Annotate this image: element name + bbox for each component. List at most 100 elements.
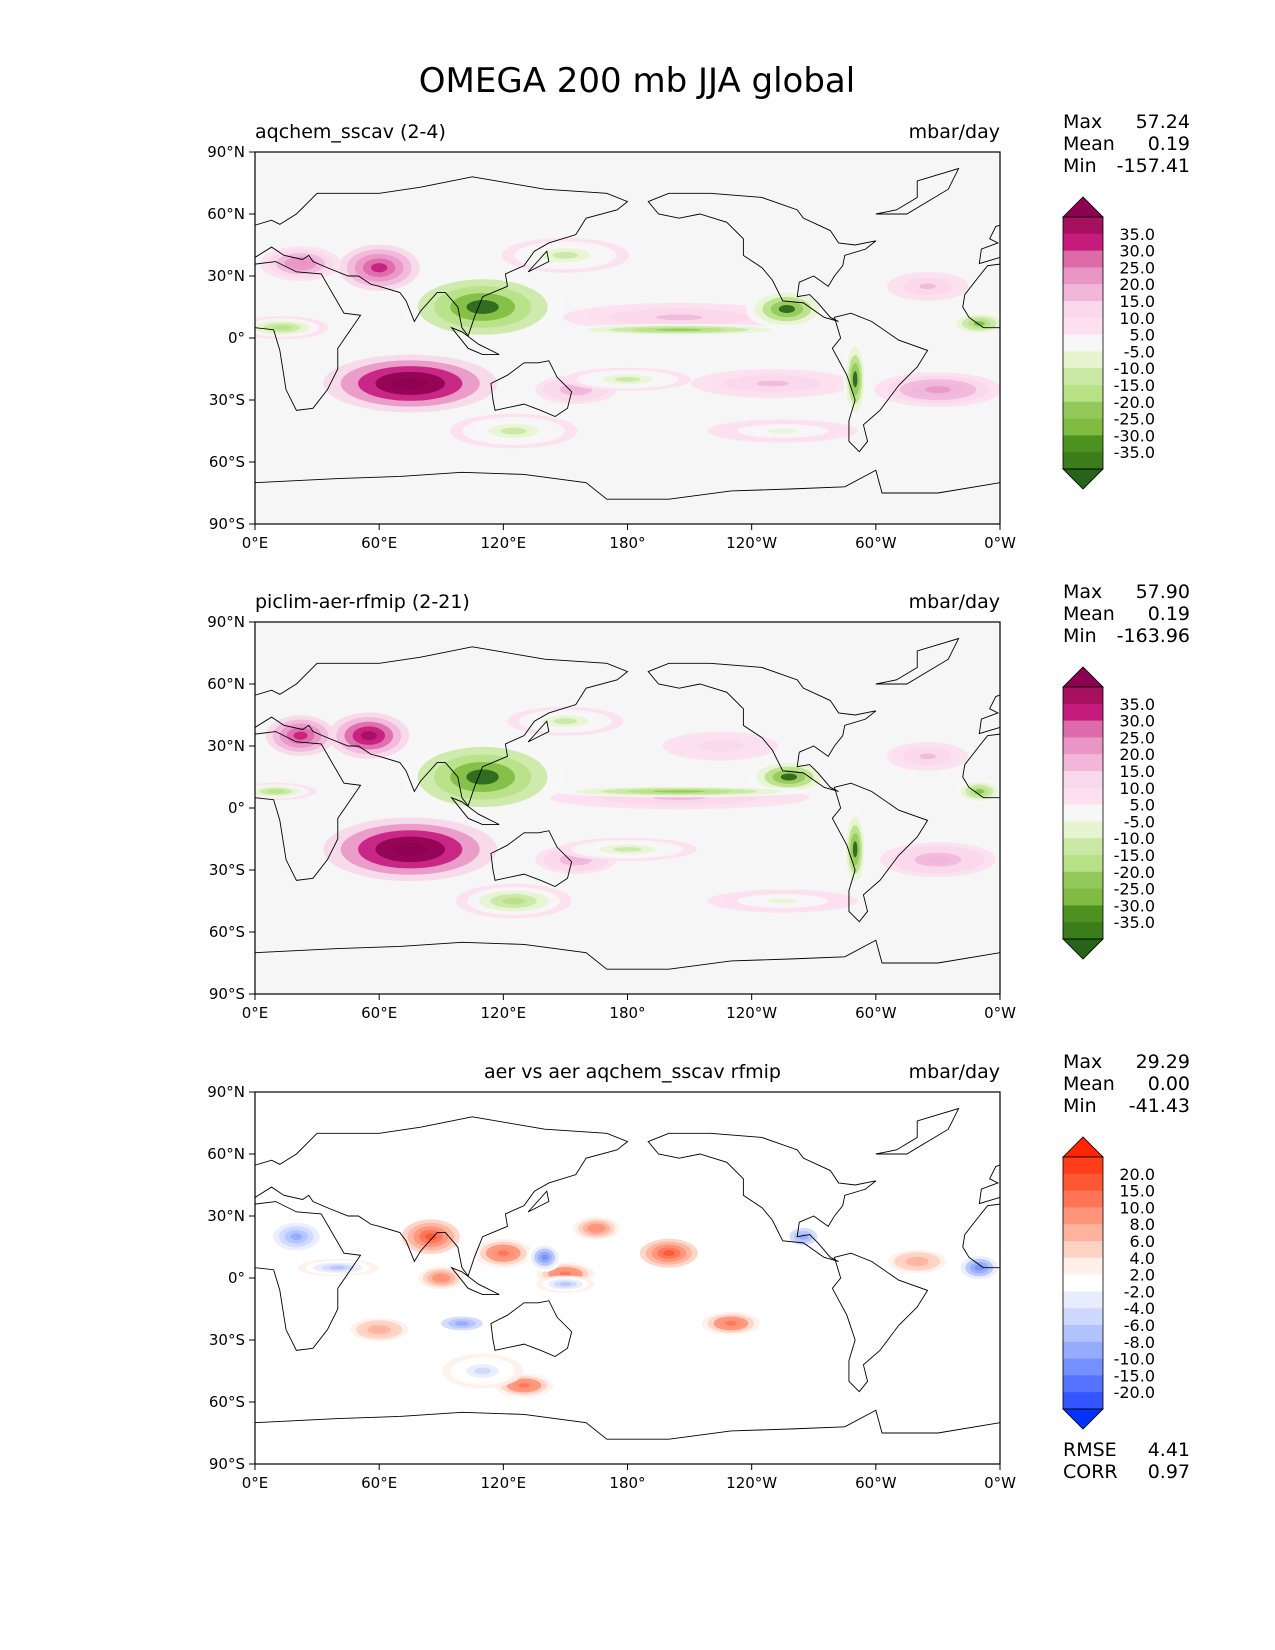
- panel-title: aqchem_sscav (2-4): [255, 121, 446, 143]
- data-blob-18: [767, 898, 798, 904]
- coastline-3: [490, 830, 573, 888]
- x-tick-label: 120°E: [481, 1474, 527, 1492]
- coastline-1: [255, 261, 362, 411]
- x-tick-label: 180°: [609, 1474, 645, 1492]
- colorbar-label: 6.0: [1130, 1232, 1155, 1251]
- coastline-1: [962, 1203, 1000, 1269]
- stat-value-max: 57.90: [1136, 581, 1190, 603]
- colorbar-frame: [1062, 216, 1104, 470]
- x-tick-label: 120°E: [481, 534, 527, 552]
- colorbar-label: -15.0: [1114, 376, 1155, 395]
- x-tick-label: 60°W: [855, 1474, 897, 1492]
- data-blob-6: [518, 1383, 530, 1388]
- colorbar-label: 35.0: [1119, 695, 1155, 714]
- colorbar-swatch: [1063, 855, 1103, 873]
- colorbar-label: 30.0: [1119, 242, 1155, 261]
- x-tick-label: 60°E: [361, 1004, 397, 1022]
- colorbar-label: 8.0: [1130, 1215, 1155, 1234]
- y-tick-label: 60°S: [209, 453, 245, 471]
- data-field: [255, 237, 1000, 449]
- colorbar-swatch: [1063, 703, 1103, 722]
- colorbar-swatch: [1063, 1308, 1103, 1326]
- coastline-4: [647, 1132, 877, 1262]
- y-tick-label: 60°N: [207, 675, 245, 693]
- data-blob-15: [272, 325, 292, 330]
- coastlines: [255, 637, 1000, 970]
- data-blob-7: [709, 743, 733, 749]
- colorbar-label: 4.0: [1130, 1249, 1155, 1268]
- x-tick-label: 120°W: [726, 1004, 777, 1022]
- colorbar-bottom-arrow: [1062, 1408, 1104, 1430]
- coastline-3: [490, 1300, 573, 1358]
- data-blob-2: [497, 1250, 510, 1257]
- data-blob-6: [919, 753, 936, 760]
- x-tick-label: 120°W: [726, 534, 777, 552]
- data-blob-2: [371, 263, 388, 273]
- colorbar-swatch: [1063, 317, 1103, 336]
- data-blob-3: [559, 1271, 572, 1277]
- colorbar-swatch: [1063, 838, 1103, 856]
- rmse-value: 4.41: [1148, 1439, 1190, 1461]
- data-blob-1: [392, 842, 428, 856]
- y-tick-label: 90°S: [209, 1455, 245, 1473]
- colorbar-swatch: [1063, 217, 1103, 235]
- x-tick-label: 180°: [609, 1004, 645, 1022]
- stat-label-min: Min: [1063, 155, 1097, 177]
- data-blob-8: [567, 386, 584, 393]
- colorbar-swatch: [1063, 787, 1103, 806]
- colorbar-swatch: [1063, 804, 1103, 822]
- data-blob-10: [373, 1327, 385, 1332]
- colorbar-label: -30.0: [1114, 896, 1155, 915]
- colorbar-swatch: [1063, 821, 1103, 839]
- data-blob-5: [725, 1321, 737, 1326]
- colorbar-swatch: [1063, 905, 1103, 923]
- colorbar-swatch: [1063, 922, 1103, 940]
- data-blob-18: [329, 1265, 346, 1270]
- y-tick-label: 60°S: [209, 923, 245, 941]
- coastline-4: [647, 662, 877, 792]
- colorbar-label: 25.0: [1119, 728, 1155, 747]
- data-blob-16: [502, 897, 526, 905]
- data-blob-3: [292, 260, 309, 268]
- data-blob-1: [392, 377, 428, 390]
- x-tick-label: 60°E: [361, 1474, 397, 1492]
- colorbar-label: -5.0: [1124, 812, 1155, 831]
- colorbar-top-arrow: [1062, 666, 1104, 688]
- rmse-label: RMSE: [1063, 1439, 1117, 1461]
- corr-label: CORR: [1063, 1461, 1118, 1483]
- data-blob-10: [552, 251, 579, 259]
- x-tick-label: 0°W: [984, 1004, 1016, 1022]
- colorbar-label: 20.0: [1119, 745, 1155, 764]
- colorbar-swatch: [1063, 888, 1103, 906]
- data-blob-6: [756, 380, 789, 387]
- coastlines: [255, 167, 1000, 500]
- coastlines: [255, 1107, 1000, 1440]
- colorbar-label: 20.0: [1119, 275, 1155, 294]
- colorbar-label: 5.0: [1130, 326, 1155, 345]
- colorbar-label: -8.0: [1124, 1333, 1155, 1352]
- colorbar-swatch: [1063, 401, 1103, 420]
- stat-value-max: 57.24: [1136, 111, 1190, 133]
- stat-value-min: -163.96: [1117, 625, 1190, 647]
- coastline-6: [875, 167, 960, 215]
- data-blob-4: [656, 314, 703, 321]
- colorbar: 35.030.025.020.015.010.05.0-5.0-10.0-15.…: [1062, 196, 1155, 490]
- coastline-6: [875, 1107, 960, 1155]
- colorbar-swatch: [1063, 418, 1103, 436]
- y-tick-label: 30°N: [207, 267, 245, 285]
- units-label: mbar/day: [909, 1061, 1000, 1083]
- coastline-6: [875, 637, 960, 685]
- colorbar-swatch: [1063, 1173, 1103, 1192]
- colorbar-swatch: [1063, 301, 1103, 319]
- data-blob-18: [767, 428, 798, 434]
- stat-label-min: Min: [1063, 1095, 1097, 1117]
- coastline-8: [527, 720, 550, 743]
- colorbar-swatch: [1063, 1375, 1103, 1393]
- y-tick-label: 0°: [228, 329, 245, 347]
- colorbar-frame: [1062, 686, 1104, 940]
- data-blob-2: [360, 731, 377, 741]
- coastline-3: [490, 360, 573, 418]
- data-blob-12: [656, 328, 703, 331]
- data-blob-13: [454, 1321, 469, 1326]
